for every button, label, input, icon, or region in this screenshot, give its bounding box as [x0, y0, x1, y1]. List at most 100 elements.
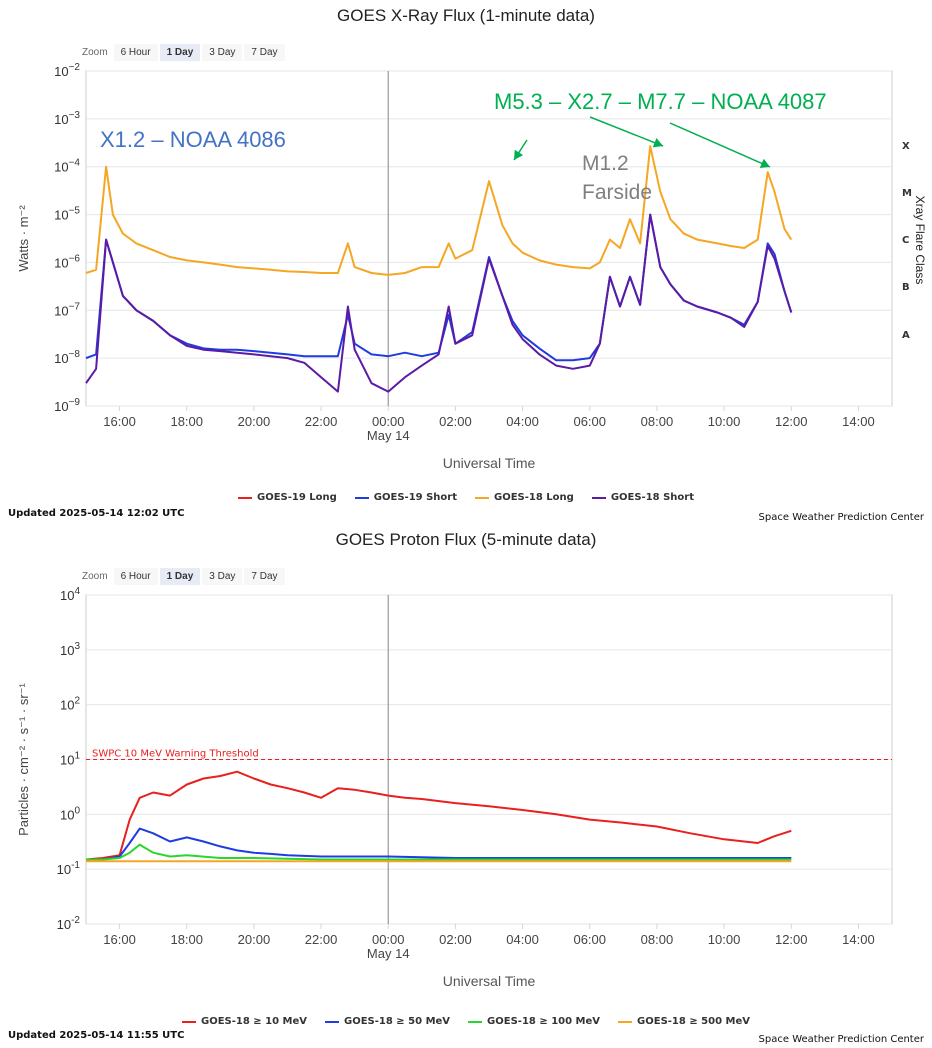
proton-zoom-bar: Zoom 6 Hour 1 Day 3 Day 7 Day	[82, 568, 287, 585]
proton-chart-title: GOES Proton Flux (5-minute data)	[335, 530, 597, 549]
y-tick-label: 10-1	[57, 860, 81, 877]
proton-flux-panel: GOES Proton Flux (5-minute data) Zoom 6 …	[0, 524, 932, 1048]
series-line-goes-18-100-mev	[86, 843, 792, 861]
proton-legend: GOES-18 ≥ 10 MeV GOES-18 ≥ 50 MeV GOES-1…	[0, 1016, 932, 1027]
legend-item-goes19-short[interactable]: GOES-19 Short	[354, 492, 457, 503]
x-tick-label: 10:00	[708, 414, 741, 429]
xray-zoom-bar: Zoom 6 Hour 1 Day 3 Day 7 Day	[82, 44, 287, 61]
legend-item-50mev[interactable]: GOES-18 ≥ 50 MeV	[325, 1016, 450, 1027]
x-tick-label: 08:00	[641, 414, 674, 429]
y-axis-title: Watts · m⁻²	[16, 205, 31, 272]
proton-updated-timestamp: Updated 2025-05-14 11:55 UTC	[8, 1030, 185, 1041]
flare-class-label: X	[902, 141, 910, 152]
x-tick-label: 12:00	[775, 932, 808, 947]
series-line-goes-18-short	[85, 213, 793, 393]
xray-legend: GOES-19 Long GOES-19 Short GOES-18 Long …	[0, 492, 932, 503]
flare-class-axis-title: Xray Flare Class	[913, 196, 927, 285]
flare-class-label: B	[902, 282, 910, 293]
x-tick-label: 00:00	[372, 414, 405, 429]
y-tick-label: 10−6	[54, 253, 80, 270]
x-tick-label: 22:00	[305, 414, 338, 429]
xray-updated-timestamp: Updated 2025-05-14 12:02 UTC	[8, 508, 185, 519]
y-tick-label: 10−5	[54, 206, 80, 223]
warning-threshold-label: SWPC 10 MeV Warning Threshold	[92, 749, 259, 760]
y-tick-label: 10−8	[54, 349, 80, 366]
annotation-arrowhead	[759, 158, 770, 168]
plot-frame	[85, 70, 893, 407]
zoom-1-day-button[interactable]: 1 Day	[159, 44, 201, 61]
x-tick-label: 12:00	[775, 414, 808, 429]
zoom-label: Zoom	[82, 47, 108, 58]
zoom-1-day-button[interactable]: 1 Day	[159, 568, 201, 585]
zoom-6-hour-button[interactable]: 6 Hour	[113, 44, 158, 61]
annotation-arrow	[589, 116, 664, 147]
x-tick-label: 16:00	[103, 414, 136, 429]
legend-label: GOES-18 Long	[494, 492, 574, 503]
x-axis-title: Universal Time	[443, 973, 536, 989]
zoom-6-hour-button[interactable]: 6 Hour	[113, 568, 158, 585]
x-tick-label: 18:00	[170, 414, 203, 429]
legend-label: GOES-19 Long	[256, 492, 337, 503]
x-tick-label: 10:00	[708, 932, 741, 947]
x-tick-label: 14:00	[842, 414, 875, 429]
annotation-arrowhead	[514, 149, 524, 160]
y-tick-label: 104	[60, 586, 80, 603]
xray-credit: Space Weather Prediction Center	[758, 512, 924, 523]
x-tick-label: 02:00	[439, 932, 472, 947]
y-tick-label: 10−9	[54, 397, 80, 414]
x-tick-label: 22:00	[305, 932, 338, 947]
legend-item-100mev[interactable]: GOES-18 ≥ 100 MeV	[468, 1016, 600, 1027]
annotation-noaa-4087-label: M5.3 – X2.7 – M7.7 – NOAA 4087	[494, 89, 827, 114]
annotation-arrow	[669, 122, 771, 168]
y-tick-label: 10−3	[54, 110, 80, 127]
zoom-label: Zoom	[82, 571, 108, 582]
date-label: May 14	[367, 428, 410, 443]
x-tick-label: 20:00	[238, 414, 271, 429]
series-line-goes-19-short	[85, 213, 793, 362]
zoom-3-day-button[interactable]: 3 Day	[202, 568, 243, 585]
proton-chart: 104 103 102 101 100 10-1 10-2 16:00 18:00 20:00 22…	[16, 586, 893, 989]
annotation-x1-2-label: X1.2 – NOAA 4086	[100, 127, 286, 152]
xray-chart: 10−2 10−3 10−4 10−5 10−6 10−7 10−8 10−9 16:00 18:…	[16, 62, 927, 471]
xray-chart-title: GOES X-Ray Flux (1-minute data)	[337, 6, 595, 25]
x-tick-label: 16:00	[103, 932, 136, 947]
x-tick-label: 20:00	[238, 932, 271, 947]
y-tick-label: 101	[60, 751, 80, 768]
legend-item-500mev[interactable]: GOES-18 ≥ 500 MeV	[618, 1016, 750, 1027]
legend-item-10mev[interactable]: GOES-18 ≥ 10 MeV	[181, 1016, 307, 1027]
xray-flux-panel: GOES X-Ray Flux (1-minute data) Zoom 6 H…	[0, 6, 932, 523]
x-tick-label: 04:00	[506, 932, 539, 947]
y-tick-label: 100	[60, 805, 80, 822]
legend-item-goes18-short[interactable]: GOES-18 Short	[591, 492, 695, 503]
x-tick-label: 06:00	[573, 414, 606, 429]
x-tick-label: 18:00	[170, 932, 203, 947]
x-axis-title: Universal Time	[443, 455, 536, 471]
legend-label: GOES-18 ≥ 500 MeV	[637, 1016, 751, 1027]
x-tick-label: 06:00	[573, 932, 606, 947]
zoom-3-day-button[interactable]: 3 Day	[202, 44, 243, 61]
annotation-m1-2-label: M1.2	[582, 152, 629, 175]
annotation-farside-label: Farside	[582, 181, 652, 204]
y-axis-title: Particles · cm⁻² · s⁻¹ · sr⁻¹	[16, 682, 31, 835]
legend-item-goes19-long[interactable]: GOES-19 Long	[237, 492, 337, 503]
x-tick-label: 14:00	[842, 932, 875, 947]
date-label: May 14	[367, 946, 410, 961]
legend-label: GOES-18 Short	[610, 492, 695, 503]
y-tick-label: 103	[60, 641, 80, 658]
y-tick-label: 10−2	[54, 62, 80, 79]
annotation-arrowhead	[652, 138, 663, 148]
zoom-7-day-button[interactable]: 7 Day	[244, 44, 285, 61]
flare-class-label: M	[902, 188, 912, 199]
zoom-7-day-button[interactable]: 7 Day	[244, 568, 285, 585]
flare-class-label: A	[902, 330, 910, 341]
proton-credit: Space Weather Prediction Center	[758, 1034, 924, 1045]
x-tick-label: 04:00	[506, 414, 539, 429]
y-tick-label: 10−4	[54, 158, 80, 175]
legend-item-goes18-long[interactable]: GOES-18 Long	[475, 492, 574, 503]
y-tick-label: 10−7	[54, 301, 80, 318]
y-tick-label: 102	[60, 696, 80, 713]
x-tick-label: 00:00	[372, 932, 405, 947]
series-line-goes-18-50-mev	[86, 827, 792, 861]
legend-label: GOES-18 ≥ 100 MeV	[487, 1016, 601, 1027]
series-line-goes-18-10-mev	[85, 770, 792, 861]
